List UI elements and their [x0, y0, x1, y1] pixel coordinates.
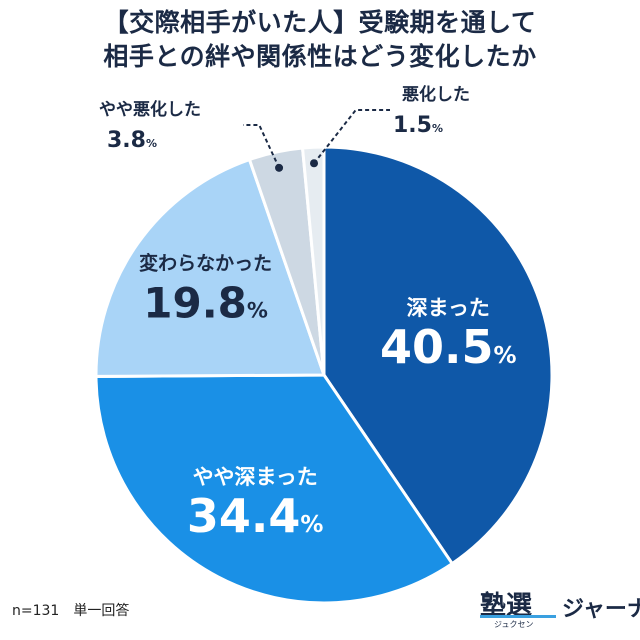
- label-worse-leader: [313, 109, 390, 164]
- brand-ruby-text: ジュクセン: [494, 620, 534, 629]
- chart-title-line-2: 相手との絆や関係性はどう変化したか: [103, 42, 537, 71]
- label-unchanged-name: 変わらなかった: [139, 251, 272, 274]
- label-worse-value: 1.5%: [393, 113, 443, 138]
- brand-logo: 塾選 ジャーナル ジュクセン: [480, 585, 640, 635]
- label-deepened-value: 40.5%: [380, 320, 517, 374]
- label-somewhat-deepened-name: やや深まった: [193, 465, 318, 489]
- brand-underline: [480, 615, 556, 618]
- chart-title: 【交際相手がいた人】受験期を通して 相手との絆や関係性はどう変化したか: [0, 6, 640, 74]
- label-worse-name: 悪化した: [402, 84, 470, 105]
- label-somewhat-worse-value: 3.8%: [107, 128, 157, 153]
- label-somewhat-worse-leader: [243, 124, 280, 169]
- label-somewhat-worse-name: やや悪化した: [99, 99, 201, 120]
- pie-slice-somewhat-deepened: [94, 373, 455, 605]
- label-deepened-name: 深まった: [407, 296, 490, 320]
- label-somewhat-deepened-value: 34.4%: [187, 489, 324, 543]
- chart-title-line-1: 【交際相手がいた人】受験期を通して: [103, 8, 537, 37]
- pie-slice-deepened: [322, 145, 554, 566]
- sample-note: n=131 単一回答: [12, 603, 130, 619]
- brand-sub-text: ジャーナル: [562, 597, 640, 622]
- label-unchanged-value: 19.8%: [143, 278, 268, 327]
- pie-slice-worse: [300, 145, 326, 376]
